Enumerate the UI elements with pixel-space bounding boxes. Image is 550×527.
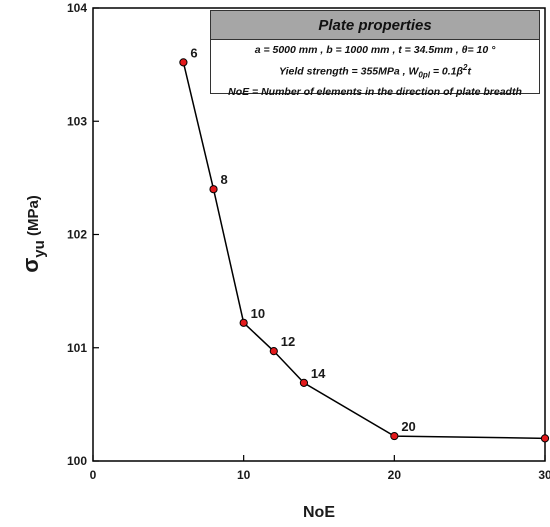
y-axis-sigma: σ	[18, 258, 43, 273]
data-point	[239, 318, 248, 327]
x-tick-label: 0	[90, 468, 97, 482]
data-point	[299, 378, 309, 387]
beta-exponent: 2	[463, 63, 468, 72]
data-point	[179, 58, 188, 67]
w-formula-t: t	[467, 65, 471, 78]
x-tick-label: 20	[388, 468, 402, 482]
yield-strength-text: Yield strength = 355MPa , W	[279, 65, 419, 78]
x-axis-ticks: 0 10 20 30	[90, 455, 550, 482]
plate-properties-title: Plate properties	[211, 11, 539, 40]
y-tick-label: 104	[67, 1, 87, 15]
y-tick-label: 100	[67, 454, 87, 468]
plate-properties-body: a = 5000 mm , b = 1000 mm , t = 34.5mm ,…	[211, 40, 539, 101]
y-tick-label: 101	[67, 341, 87, 355]
y-axis-ticks: 100 101 102 103 104	[67, 1, 99, 468]
x-axis-title: NoE	[303, 504, 335, 521]
y-tick-label: 102	[67, 228, 87, 242]
y-axis-title: σyu (MPa)	[18, 195, 48, 273]
w-subscript: 0pl	[418, 70, 430, 80]
data-point	[209, 185, 218, 194]
w-formula: = 0.1β	[429, 65, 464, 78]
yield-strength-line: Yield strength = 355MPa , W0pl = 0.1β2t	[211, 59, 539, 84]
data-point-label: 20	[401, 419, 415, 434]
x-tick-label: 10	[237, 468, 251, 482]
plate-properties-box: Plate properties a = 5000 mm , b = 1000 …	[210, 10, 540, 98]
plate-dimensions-line: a = 5000 mm , b = 1000 mm , t = 34.5mm ,…	[254, 44, 496, 56]
data-point-label: 10	[251, 306, 265, 321]
data-point	[540, 434, 550, 443]
y-axis-subscript: yu	[31, 240, 48, 258]
x-tick-label: 30	[538, 468, 550, 482]
data-point-label: 8	[221, 172, 228, 187]
y-axis-unit: (MPa)	[25, 195, 42, 240]
data-point	[269, 347, 278, 356]
data-point	[390, 431, 399, 441]
data-point-label: 12	[281, 334, 295, 349]
data-point-label: 6	[190, 45, 197, 60]
data-points: 681012142030	[179, 45, 550, 443]
y-tick-label: 103	[67, 114, 87, 128]
noe-definition-line: NoE = Number of elements in the directio…	[228, 85, 522, 98]
data-point-label: 14	[311, 366, 326, 381]
series-line	[182, 62, 546, 440]
